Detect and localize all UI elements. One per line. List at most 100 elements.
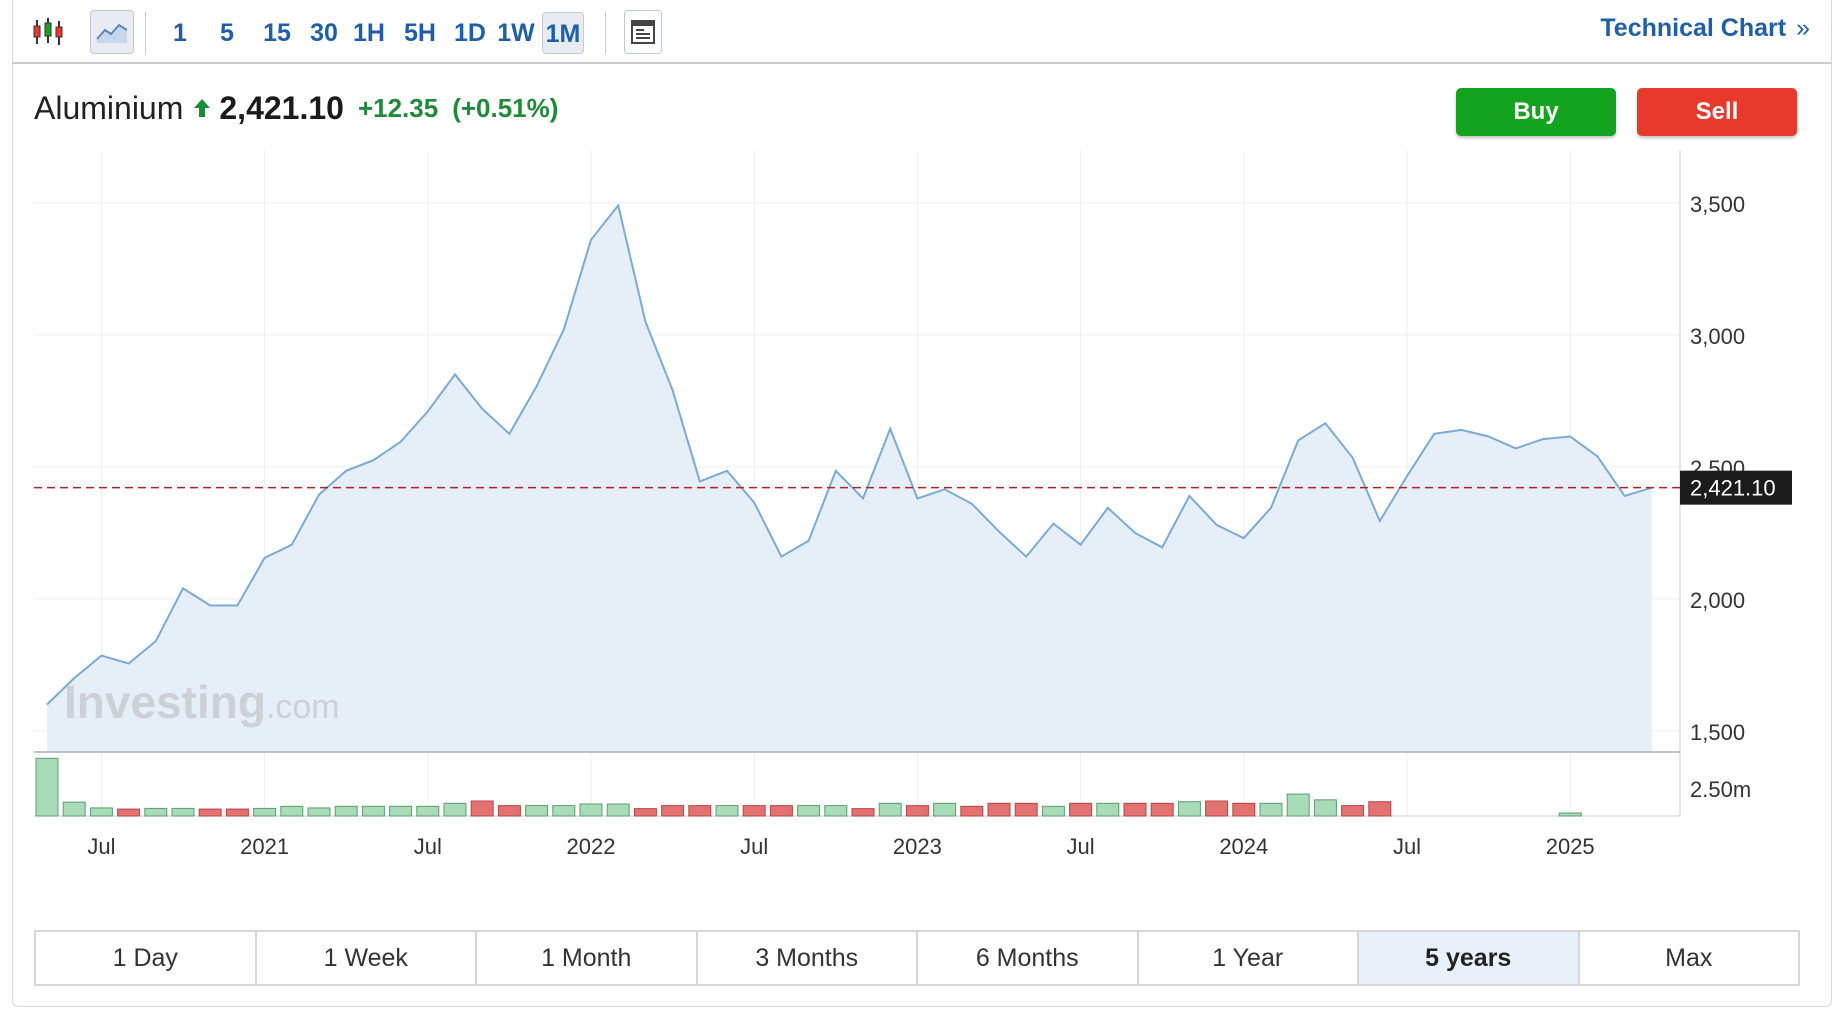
timeframe-5[interactable]: 5 [220,19,234,47]
watermark-brand: Investing [64,676,266,728]
volume-bar [525,805,549,817]
volume-bar [280,805,304,817]
timeframe-30[interactable]: 30 [310,19,338,47]
price-chart[interactable]: Investing.com1,5002,0002,5003,0003,5002,… [0,0,1834,900]
toolbar-divider [145,12,146,54]
last-price-label: 2,421.10 [1690,476,1776,501]
instrument-name: Aluminium [34,89,184,126]
y-tick-label: 2,000 [1690,588,1745,613]
timeframe-1d[interactable]: 1D [454,19,486,47]
up-arrow-icon [193,98,211,118]
x-tick-label: 2024 [1219,834,1268,859]
technical-chart-label: Technical Chart [1600,14,1787,42]
volume-bar [878,802,902,817]
volume-bar [117,808,141,817]
volume-bar [35,757,59,817]
volume-bar [742,805,766,817]
investing-watermark: Investing.com [64,676,340,728]
range-max[interactable]: Max [1665,944,1713,972]
volume-bar [797,805,821,817]
x-tick-label: Jul [740,834,768,859]
chart-widget [12,0,1832,1007]
x-tick-label: 2025 [1546,834,1595,859]
price-line [46,203,1653,706]
volume-bar [715,805,739,817]
layout-icon[interactable] [624,10,662,54]
last-price: 2,421.10 [219,89,344,126]
volume-bar [552,805,576,817]
sell-button[interactable]: Sell [1637,88,1797,136]
timeframe-1[interactable]: 1 [173,19,187,47]
volume-bar [1150,802,1174,817]
volume-bar [225,808,249,817]
range-6-months[interactable]: 6 Months [918,932,1139,984]
volume-bar [633,808,657,817]
y-tick-label: 3,000 [1690,324,1745,349]
range-selector: 1 Day 1 Week 1 Month 3 Months 6 Months 1 Year… [34,930,1800,986]
price-change-percent: (+0.51%) [452,92,559,123]
volume-bar [769,805,793,817]
volume-bar [688,805,712,817]
volume-bar [1177,801,1201,817]
volume-bar [1041,805,1065,817]
watermark-suffix: .com [266,688,340,726]
timeframe-15[interactable]: 15 [263,19,291,47]
price-change: +12.35 [357,92,439,123]
timeframe-1h[interactable]: 1H [353,19,385,47]
volume-bar [253,807,277,817]
volume-bar [1286,793,1310,817]
volume-bar [905,805,929,817]
volume-bar [361,805,385,817]
volume-axis-label: 2.50m [1690,777,1751,802]
volume-bar [144,807,168,817]
range-1-day[interactable]: 1 Day [36,932,257,984]
price-area [47,205,1652,752]
chevron-right-icon: » [1796,14,1810,42]
volume-bar [1205,800,1229,817]
volume-bar [334,805,358,817]
volume-bar [851,808,875,817]
volume-bar [579,803,603,817]
timeframe-5h[interactable]: 5H [404,19,436,47]
volume-bar [1368,801,1392,817]
last-price-tag [1680,470,1792,505]
volume-bar [62,801,86,817]
technical-chart-link[interactable]: Technical Chart » [1600,14,1810,43]
volume-bar [1014,802,1038,817]
x-tick-label: 2021 [240,834,289,859]
volume-bar [470,800,494,817]
volume-bar [933,802,957,817]
range-1-month[interactable]: 1 Month [477,932,698,984]
volume-bar [1341,805,1365,817]
toolbar-divider [605,12,606,54]
volume-bar [661,805,685,817]
volume-bar [1232,802,1256,817]
chart-toolbar: 1 5 15 30 1H 5H 1D 1W 1M Technical Chart» [12,0,1832,64]
volume-bar [1069,802,1093,817]
y-tick-label: 3,500 [1690,192,1745,217]
quote-header: Aluminium 2,421.10 +12.35 (+0.51%) [34,86,558,130]
candlestick-icon[interactable] [28,10,68,54]
volume-bar [89,807,113,817]
timeframe-1w[interactable]: 1W [497,19,535,47]
range-5-years[interactable]: 5 years [1359,932,1580,984]
volume-bar [606,803,630,817]
volume-bar [987,802,1011,817]
area-chart-icon[interactable] [90,10,134,54]
volume-bar [1313,799,1337,817]
volume-bar [443,802,467,817]
buy-button[interactable]: Buy [1456,88,1616,136]
range-1-week[interactable]: 1 Week [257,932,477,984]
volume-bar [1259,802,1283,817]
x-tick-label: 2023 [893,834,942,859]
x-tick-label: 2022 [567,834,616,859]
volume-bar [1096,802,1120,817]
volume-bar [389,805,413,817]
volume-bar [1558,812,1582,817]
range-3-months[interactable]: 3 Months [698,932,918,984]
timeframe-1m[interactable]: 1M [542,12,584,54]
volume-bar [497,805,521,817]
x-tick-label: Jul [87,834,115,859]
range-1-year[interactable]: 1 Year [1139,932,1359,984]
volume-bar [416,805,440,817]
